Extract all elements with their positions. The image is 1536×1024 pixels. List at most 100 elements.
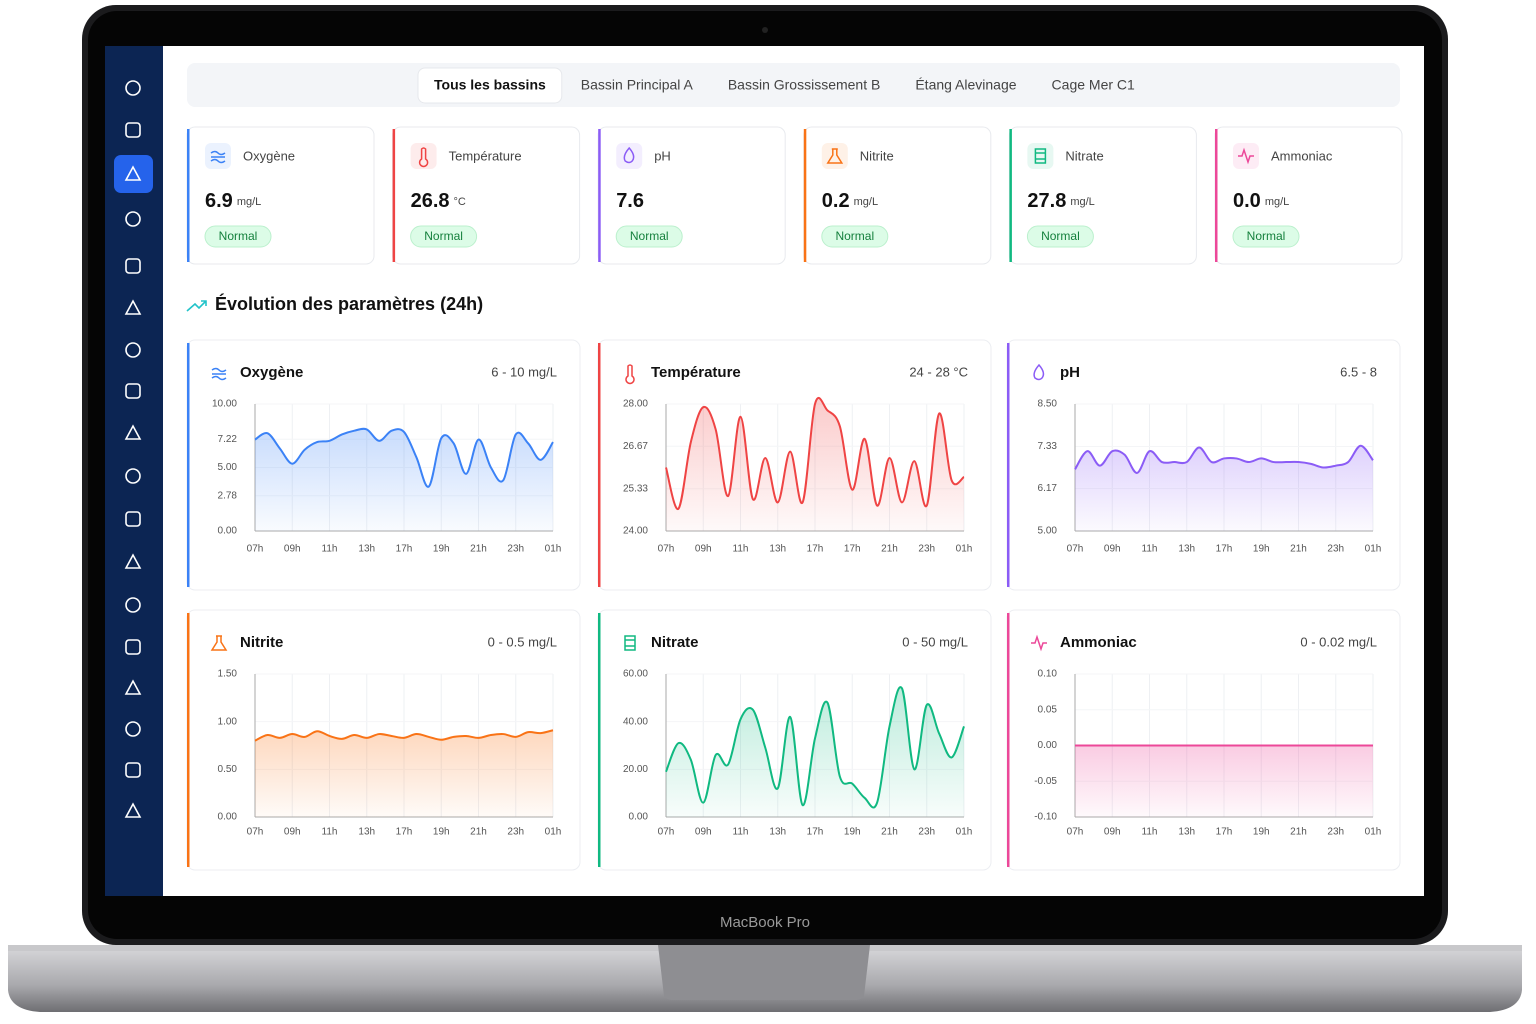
line [254, 427, 554, 488]
x-tick-label: 19h [433, 827, 450, 838]
card-icon-bg [205, 143, 231, 169]
sidebar-active[interactable] [114, 155, 153, 193]
sidebar-icon[interactable] [124, 165, 142, 181]
x-tick-label: 17h [1216, 827, 1233, 838]
sidebar-icon[interactable] [125, 122, 141, 138]
metric-card: Température 26.8 °C Normal [392, 126, 581, 265]
status-badge [1232, 225, 1300, 248]
icon-glyph [210, 635, 228, 651]
x-tick-label: 21h [1290, 544, 1307, 555]
x-tick-label: 01h [956, 544, 973, 555]
icon-shape [125, 762, 141, 778]
x-tick-label: 23h [918, 544, 935, 555]
card-label: Nitrate [1065, 148, 1103, 163]
x-tick-label: 11h [1142, 544, 1158, 555]
sidebar-icon[interactable] [125, 721, 141, 737]
y-tick-label: 28.00 [623, 399, 648, 410]
notch [658, 945, 870, 1000]
sidebar-icon[interactable] [125, 80, 141, 96]
card-value: 0.0 mg/L [1233, 190, 1289, 212]
sidebar-icon[interactable] [124, 802, 142, 818]
x-tick-label: 11h [1142, 827, 1158, 838]
x-tick-label: 09h [284, 827, 301, 838]
card-value: 6.9 mg/L [205, 190, 261, 212]
x-tick-label: 11h [733, 544, 749, 555]
x-tick-label: 17h [396, 827, 413, 838]
sidebar-icon[interactable] [125, 342, 141, 358]
area [1075, 445, 1373, 531]
x-tick-label: 07h [247, 827, 264, 838]
area [1075, 745, 1373, 817]
sidebar-icon[interactable] [125, 511, 141, 527]
card-icon-bg [410, 143, 437, 169]
card-accent [1215, 129, 1218, 262]
sidebar-icon[interactable] [124, 679, 142, 695]
status: Normal [835, 229, 874, 243]
x-tick-label: 17h [844, 544, 861, 555]
x-tick-label: 13h [1178, 827, 1195, 838]
icon-shape [125, 511, 141, 527]
sidebar-icon[interactable] [125, 762, 141, 778]
y-tick-label: 0.00 [1038, 740, 1058, 751]
sidebar-icon[interactable] [125, 468, 141, 484]
metric-card: Nitrite 0.2 mg/L Normal [803, 126, 992, 265]
chart-card: Ammoniac 0 - 0.02 mg/L 07h 09h 11h 13h 17h 19h 2… [1006, 609, 1401, 871]
x-tick-label: 23h [507, 544, 524, 555]
sidebar-icon[interactable] [125, 258, 141, 274]
sidebar-icon[interactable] [125, 211, 141, 227]
icon-glyph [1238, 147, 1254, 165]
metric-card: Oxygène 6.9 mg/L Normal [186, 126, 375, 265]
unit: mg/L [237, 196, 261, 208]
sidebar-icon[interactable] [125, 597, 141, 613]
y-tick-label: 6.17 [1038, 483, 1058, 494]
sidebar-icon[interactable] [124, 553, 142, 569]
tab[interactable]: Tous les bassins [434, 77, 546, 93]
card-value: 0.2 mg/L [822, 190, 878, 212]
chart-card: Nitrite 0 - 0.5 mg/L 07h 09h 11h 13h 17h 19h 21h… [186, 609, 581, 871]
icon-shape [124, 553, 142, 569]
chart-accent [598, 343, 601, 587]
metric-card: Nitrate 27.8 mg/L Normal [1008, 126, 1197, 265]
sidebar-icon[interactable] [124, 299, 142, 315]
sidebar-icon[interactable] [125, 639, 141, 655]
tab[interactable]: Bassin Grossissement B [728, 77, 881, 93]
tab[interactable]: Cage Mer C1 [1052, 77, 1135, 93]
tab-active[interactable] [417, 67, 563, 104]
x-tick-label: 13h [358, 827, 375, 838]
value: 7.6 [616, 190, 644, 212]
icon-shape [125, 122, 141, 138]
icon-shape [125, 342, 141, 358]
x-tick-label: 01h [545, 544, 562, 555]
sidebar-icon[interactable] [125, 383, 141, 399]
y-tick-label: 5.00 [218, 462, 238, 473]
unit: mg/L [1070, 196, 1094, 208]
metric-card: Ammoniac 0.0 mg/L Normal [1214, 126, 1403, 265]
x-tick-label: 21h [470, 827, 487, 838]
icon-glyph [211, 367, 227, 381]
chart-subtitle: 0 - 0.5 mg/L [488, 634, 557, 649]
icon-glyph [1034, 148, 1047, 164]
icon-glyph [826, 148, 844, 164]
x-tick-label: 23h [507, 827, 524, 838]
icon-shape [125, 721, 141, 737]
value: 0.0 [1233, 190, 1261, 212]
x-tick-label: 07h [658, 827, 675, 838]
x-tick-label: 13h [769, 544, 786, 555]
sidebar-icon[interactable] [124, 424, 142, 440]
x-tick-label: 09h [284, 544, 301, 555]
tab[interactable]: Bassin Principal A [581, 77, 694, 93]
y-tick-label: 0.00 [218, 812, 238, 823]
y-tick-label: 0.05 [1038, 704, 1058, 715]
x-tick-label: 21h [1290, 827, 1307, 838]
tab[interactable]: Étang Alevinage [915, 77, 1016, 93]
x-tick-label: 21h [470, 544, 487, 555]
x-tick-label: 23h [918, 827, 935, 838]
unit: mg/L [1265, 196, 1289, 208]
x-tick-label: 13h [358, 544, 375, 555]
card-accent [803, 129, 807, 262]
x-tick-label: 11h [733, 827, 749, 838]
card-accent [598, 129, 601, 262]
icon-shape [124, 802, 142, 818]
status: Normal [630, 229, 669, 243]
icon-shape [124, 679, 142, 695]
